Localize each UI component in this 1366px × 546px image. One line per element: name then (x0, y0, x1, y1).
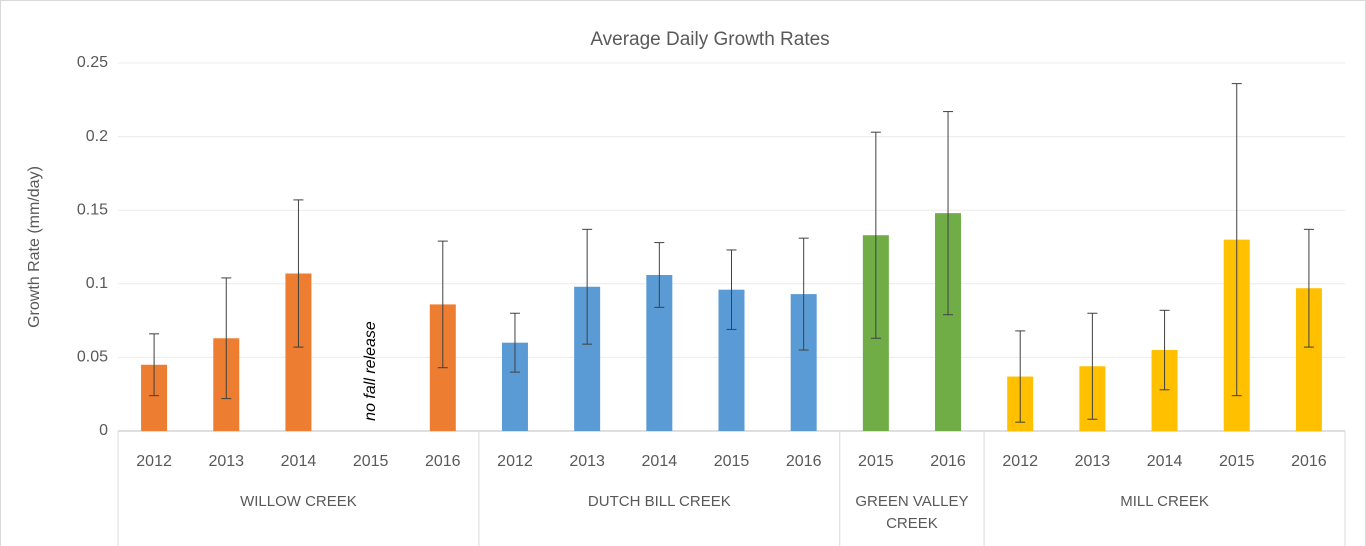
group-label-box: GREEN VALLEY CREEK (855, 493, 969, 532)
x-tick-label: 2012 (497, 453, 533, 470)
error-bar (582, 228, 593, 345)
x-tick-label: 2012 (1002, 453, 1038, 470)
group-label: MILL CREEK (1120, 493, 1209, 510)
error-bar (293, 199, 304, 348)
x-tick-label: 2015 (714, 453, 750, 470)
error-bar (798, 237, 809, 351)
y-tick-label: 0 (99, 422, 108, 439)
x-tick-label: 2016 (786, 453, 822, 470)
x-tick-label: 2014 (281, 453, 317, 470)
error-bar (943, 111, 954, 316)
x-tick-label: 2016 (425, 453, 461, 470)
group-label: WILLOW CREEK (240, 493, 357, 510)
error-bar (870, 131, 881, 339)
error-bar (1231, 83, 1242, 397)
group-label: GREEN VALLEY CREEK (855, 493, 969, 532)
y-tick-label: 0.1 (86, 275, 108, 292)
error-bar (1303, 228, 1314, 348)
error-bar (509, 312, 520, 373)
y-tick-label: 0.2 (86, 128, 108, 145)
y-tick-label: 0.15 (77, 201, 108, 218)
x-tick-label: 2015 (1219, 453, 1255, 470)
group-label-box: WILLOW CREEK (240, 493, 357, 510)
group-label: DUTCH BILL CREEK (587, 493, 731, 510)
group-label-box: MILL CREEK (1120, 493, 1209, 510)
error-bar (221, 277, 232, 400)
x-tick-label: 2014 (642, 453, 678, 470)
x-tick-label: 2012 (136, 453, 172, 470)
error-bar (437, 240, 448, 369)
error-bar (654, 242, 665, 308)
chart-title: Average Daily Growth Rates (590, 29, 829, 50)
error-bar (1015, 330, 1026, 423)
x-tick-label: 2013 (208, 453, 244, 470)
annotation: no fall release (362, 321, 379, 421)
x-tick-label: 2013 (569, 453, 605, 470)
x-tick-label: 2016 (1291, 453, 1327, 470)
x-tick-label: 2014 (1147, 453, 1183, 470)
group-label-box: DUTCH BILL CREEK (587, 493, 731, 510)
error-bar (1087, 312, 1098, 420)
x-tick-label: 2015 (858, 453, 894, 470)
x-tick-label: 2015 (353, 453, 389, 470)
error-bar (726, 249, 737, 330)
y-tick-label: 0.05 (77, 349, 108, 366)
y-tick-label: 0.25 (77, 54, 108, 71)
error-bar (1159, 309, 1170, 391)
error-bar (149, 333, 160, 397)
x-tick-label: 2016 (930, 453, 966, 470)
x-tick-label: 2013 (1075, 453, 1111, 470)
y-axis-label: Growth Rate (mm/day) (26, 166, 43, 328)
